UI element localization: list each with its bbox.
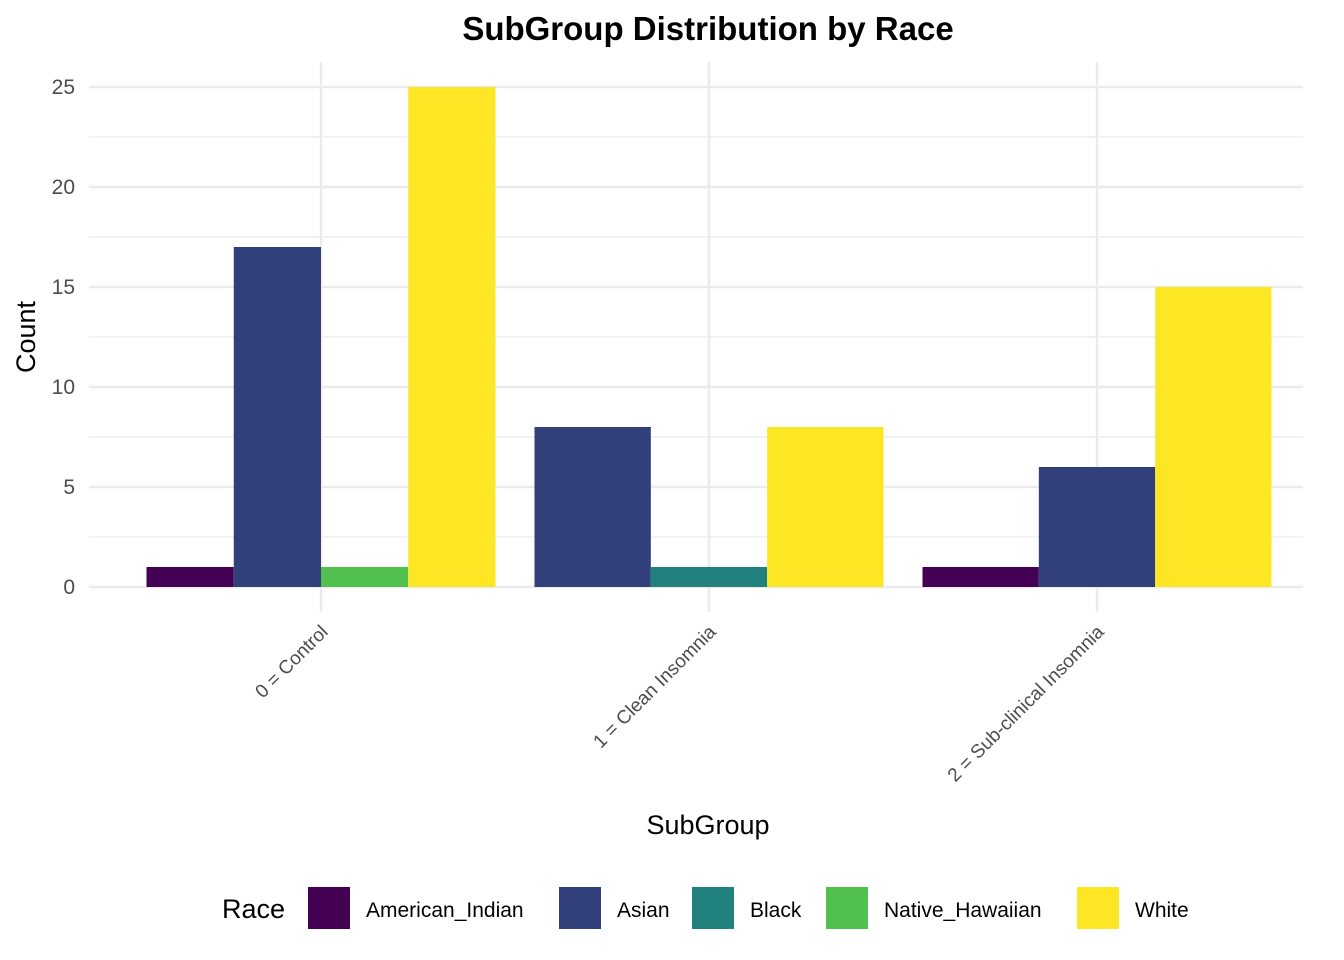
legend: Race American_Indian Asian Black Native_Haw… <box>222 887 1189 929</box>
x-axis-title: SubGroup <box>646 810 769 840</box>
bar-white-2 <box>1155 287 1272 587</box>
legend-label: Asian <box>617 899 670 922</box>
legend-label: White <box>1135 899 1189 922</box>
legend-key-native-hawaiian <box>826 887 868 929</box>
bars <box>146 87 1272 587</box>
bar-white-1 <box>767 427 884 587</box>
bar-white-0 <box>408 87 496 587</box>
y-tick-label: 0 <box>63 576 75 599</box>
y-tick-label: 15 <box>52 276 75 299</box>
bar-asian-1 <box>534 427 651 587</box>
bar-american-indian-2 <box>922 567 1039 587</box>
bar-native-hawaiian-0 <box>321 567 409 587</box>
legend-key-white <box>1077 887 1119 929</box>
bar-black-1 <box>650 567 768 587</box>
legend-key-asian <box>559 887 601 929</box>
y-tick-label: 10 <box>52 376 75 399</box>
bar-american-indian-0 <box>146 567 234 587</box>
bar-asian-2 <box>1038 467 1156 587</box>
legend-label: Black <box>750 899 802 922</box>
bar-asian-0 <box>233 247 321 587</box>
legend-label: Native_Hawaiian <box>884 899 1042 922</box>
y-axis-ticks: 0 5 10 15 20 25 <box>52 76 75 599</box>
y-tick-label: 20 <box>52 176 75 199</box>
chart-title: SubGroup Distribution by Race <box>462 10 953 47</box>
legend-key-black <box>692 887 734 929</box>
x-tick-label: 2 = Sub-clinical Insomnia <box>944 621 1109 786</box>
legend-key-american-indian <box>308 887 350 929</box>
legend-title: Race <box>222 894 285 924</box>
y-tick-label: 25 <box>52 76 75 99</box>
x-axis-ticks: 0 = Control 1 = Clean Insomnia 2 = Sub-cli… <box>252 621 1109 786</box>
y-tick-label: 5 <box>63 476 75 499</box>
legend-label: American_Indian <box>366 899 524 922</box>
x-tick-label: 1 = Clean Insomnia <box>590 621 721 752</box>
y-axis-title: Count <box>11 300 41 373</box>
x-tick-label: 0 = Control <box>252 622 333 703</box>
